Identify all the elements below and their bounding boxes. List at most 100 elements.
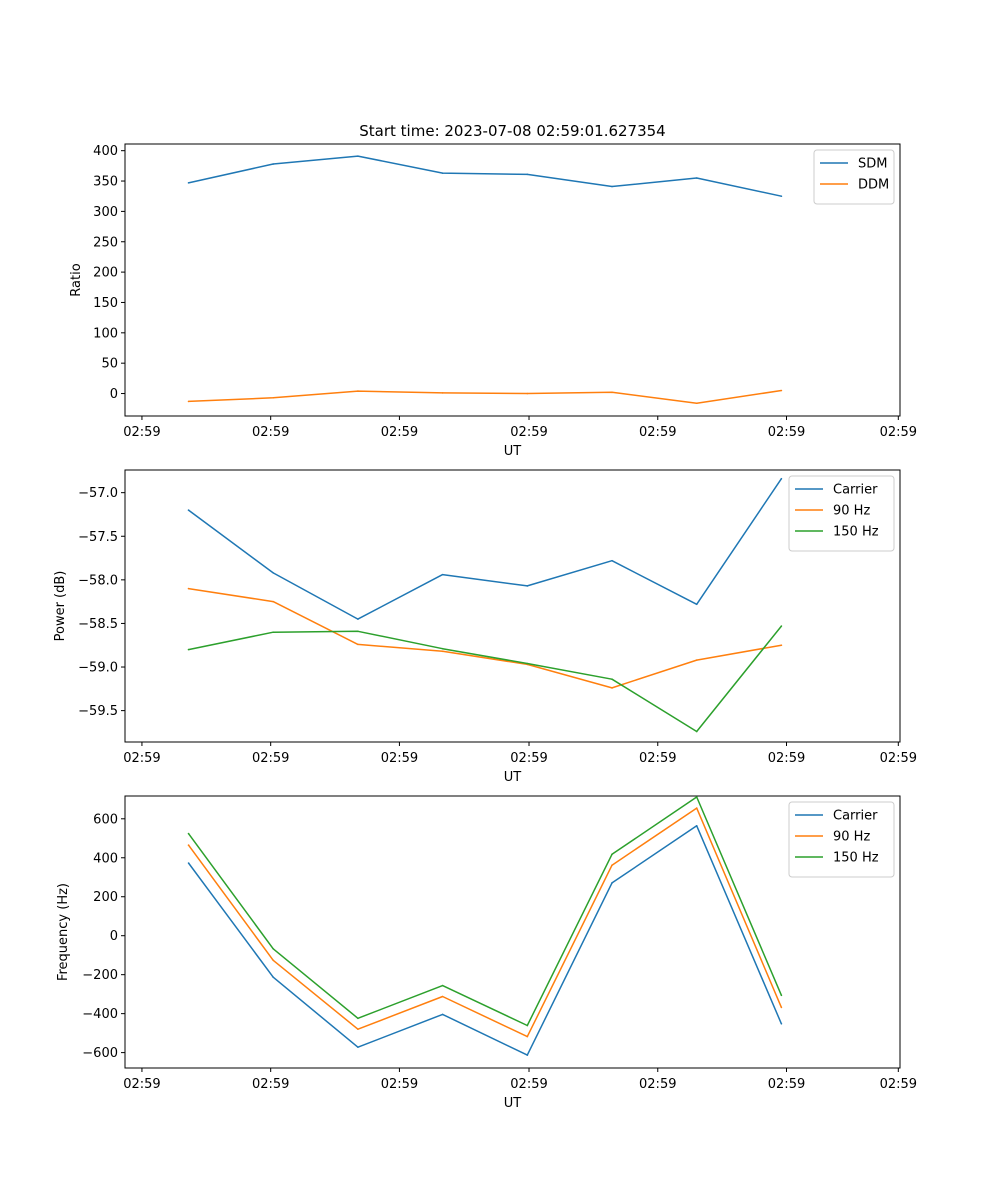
data-point xyxy=(187,862,190,864)
series-line-90-hz xyxy=(188,587,782,689)
data-point xyxy=(272,600,275,603)
data-point xyxy=(441,392,444,394)
series-line-carrier xyxy=(187,825,783,1056)
data-point xyxy=(695,825,698,827)
data-point xyxy=(780,1006,783,1009)
subplot-2: −57.0 −57.5 −58.0 −58.5 −59.0 −59.5 02:59 02:59… xyxy=(53,469,917,785)
data-point xyxy=(272,976,275,979)
x-tick-label: 02:59 xyxy=(381,425,418,440)
x-tick-label: 02:59 xyxy=(123,1077,160,1092)
y-tick-label: −59.0 xyxy=(78,661,118,676)
data-point xyxy=(441,647,444,650)
x-tick-label: 02:59 xyxy=(768,751,805,766)
y-tick-label: 150 xyxy=(93,296,118,311)
series-line-ddm xyxy=(188,389,782,405)
data-point xyxy=(695,177,698,179)
data-point xyxy=(187,648,190,651)
y-axis-label: Power (dB) xyxy=(53,571,68,642)
data-point xyxy=(611,864,613,866)
data-point xyxy=(695,730,698,733)
legend-label: 150 Hz xyxy=(833,525,879,540)
series-line-150-hz xyxy=(188,625,782,733)
y-tick-label: −59.5 xyxy=(78,704,118,719)
data-point xyxy=(441,1013,444,1016)
data-point xyxy=(357,1017,359,1020)
series-line-150-hz xyxy=(187,796,783,1027)
x-tick-label: 02:59 xyxy=(381,1077,418,1092)
y-tick-label: 300 xyxy=(93,205,118,220)
y-tick-label: 0 xyxy=(110,929,118,944)
data-point xyxy=(695,402,698,405)
data-point xyxy=(357,618,359,620)
x-tick-label: 02:59 xyxy=(510,1077,547,1092)
y-tick-label: −400 xyxy=(82,1007,118,1022)
y-tick-label: 350 xyxy=(93,175,118,190)
data-point xyxy=(187,509,190,511)
data-point xyxy=(780,195,783,198)
data-point xyxy=(611,687,613,689)
y-tick-label: 400 xyxy=(93,144,118,159)
subplot-panels: 0 50 100 150 200 250 300 350 400 02:59 02:59 02:59 0… xyxy=(53,143,917,1111)
data-point xyxy=(526,392,529,395)
y-tick-label: −57.5 xyxy=(78,530,118,545)
data-point xyxy=(526,1035,529,1038)
y-axis-label: Frequency (Hz) xyxy=(56,883,71,981)
data-point xyxy=(695,659,698,661)
x-axis-label: UT xyxy=(504,770,522,785)
axes-frame xyxy=(124,143,901,417)
y-tick-label: −200 xyxy=(82,968,118,983)
y-tick-label: 200 xyxy=(93,890,118,905)
data-point xyxy=(272,572,275,574)
data-point xyxy=(695,796,698,798)
y-tick-label: 0 xyxy=(110,387,118,402)
x-tick-label: 02:59 xyxy=(252,751,289,766)
data-point xyxy=(611,853,613,856)
data-point xyxy=(611,678,613,681)
data-point xyxy=(357,155,359,157)
y-tick-label: −58.5 xyxy=(78,617,118,632)
data-point xyxy=(272,959,275,962)
data-point xyxy=(357,390,359,392)
legend: SDM DDM xyxy=(813,149,895,205)
axes-frame xyxy=(124,469,901,743)
data-point xyxy=(526,1024,529,1027)
x-axis-label: UT xyxy=(504,444,522,459)
x-tick-label: 02:59 xyxy=(768,425,805,440)
x-tick-label: 02:59 xyxy=(880,425,917,440)
data-point xyxy=(611,882,613,884)
legend-label: DDM xyxy=(858,178,889,193)
data-point xyxy=(187,587,190,590)
data-point xyxy=(695,807,698,809)
legend-label: SDM xyxy=(858,157,887,172)
data-point xyxy=(272,396,275,399)
y-tick-label: −57.0 xyxy=(78,486,118,501)
data-point xyxy=(441,650,444,653)
series-line-carrier xyxy=(188,478,783,620)
data-point xyxy=(357,643,359,646)
legend-box xyxy=(788,801,895,878)
y-tick-label: 400 xyxy=(93,851,118,866)
data-point xyxy=(780,389,783,392)
data-point xyxy=(780,644,783,647)
x-tick-label: 02:59 xyxy=(639,1077,676,1092)
subplot-1: 0 50 100 150 200 250 300 350 400 02:59 02:59 02:59 0… xyxy=(69,143,917,459)
x-tick-label: 02:59 xyxy=(381,751,418,766)
x-tick-label: 02:59 xyxy=(252,1077,289,1092)
x-tick-label: 02:59 xyxy=(123,425,160,440)
data-point xyxy=(187,844,190,846)
y-tick-label: 600 xyxy=(93,812,118,827)
data-point xyxy=(272,631,275,633)
data-point xyxy=(441,995,444,998)
data-point xyxy=(187,400,190,403)
data-point xyxy=(187,182,190,184)
data-point xyxy=(611,185,613,188)
y-tick-label: −58.0 xyxy=(78,573,118,588)
data-point xyxy=(526,585,529,587)
data-point xyxy=(272,163,275,165)
data-point xyxy=(441,573,444,576)
data-point xyxy=(695,603,698,606)
legend-label: 90 Hz xyxy=(833,830,870,845)
legend-label: 150 Hz xyxy=(833,851,879,866)
y-tick-label: 250 xyxy=(93,235,118,250)
legend: Carrier 90 Hz 150 Hz xyxy=(788,801,895,878)
